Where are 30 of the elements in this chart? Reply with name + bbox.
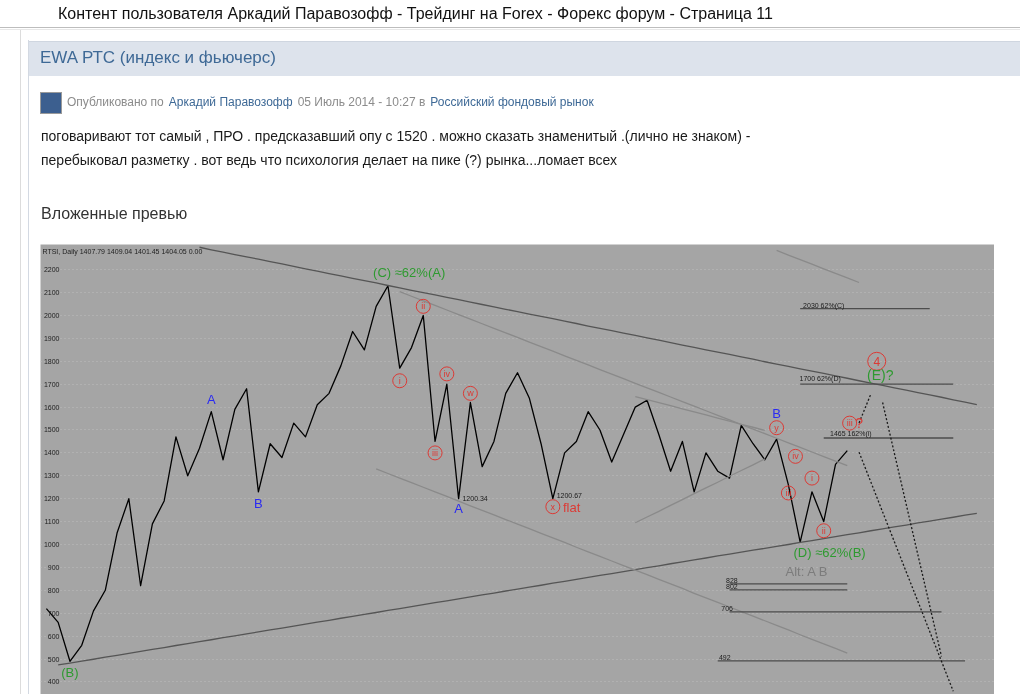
annotation: flat: [563, 500, 581, 515]
annotation: (E)?: [867, 366, 894, 383]
annotation: (B): [61, 665, 79, 680]
annotation: iv: [443, 368, 451, 379]
text: Российский фондовый рынок: [430, 95, 594, 109]
annotation: (C) ≈62%(A): [373, 265, 446, 280]
annotation: y: [774, 422, 780, 433]
text: Контент пользователя Аркадий Паравозофф - Трейдинг на Forex - Форекс форум - Страница 11: [58, 4, 773, 24]
text: Опубликовано по: [67, 95, 164, 109]
annotation: ?: [855, 415, 864, 432]
annotation: (D) ≈62%(B): [793, 545, 866, 560]
annotation: x: [550, 501, 556, 512]
text: Вложенные превью: [41, 204, 188, 224]
annotation: w: [466, 388, 475, 399]
text: Аркадий Паравозофф: [168, 95, 293, 109]
annotation: B: [254, 496, 263, 511]
text: перебыковал разметку . вот ведь что психология делает на пике (?) рынка...ломает всех: [41, 151, 618, 169]
annotation: iv: [792, 451, 800, 462]
chart-title: EWA РТС (индекс и фьючерс): [40, 48, 276, 68]
annotation: A: [206, 392, 216, 407]
annotation: i: [398, 375, 401, 386]
annotation: 4: [873, 354, 881, 369]
annotation: ii: [821, 525, 826, 536]
annotation: ii: [421, 301, 426, 312]
annotation: A: [454, 501, 464, 516]
annotation: iii: [785, 487, 792, 498]
annotation: iii: [846, 418, 853, 429]
text: поговаривают тот самый , ПРО . предсказавший опу с 1520 . можно сказать знаменитый .(лично не знаком) -: [41, 127, 751, 145]
annotation: B: [772, 406, 781, 421]
text: 05 Июль 2014 - 10:27 в: [297, 95, 426, 109]
